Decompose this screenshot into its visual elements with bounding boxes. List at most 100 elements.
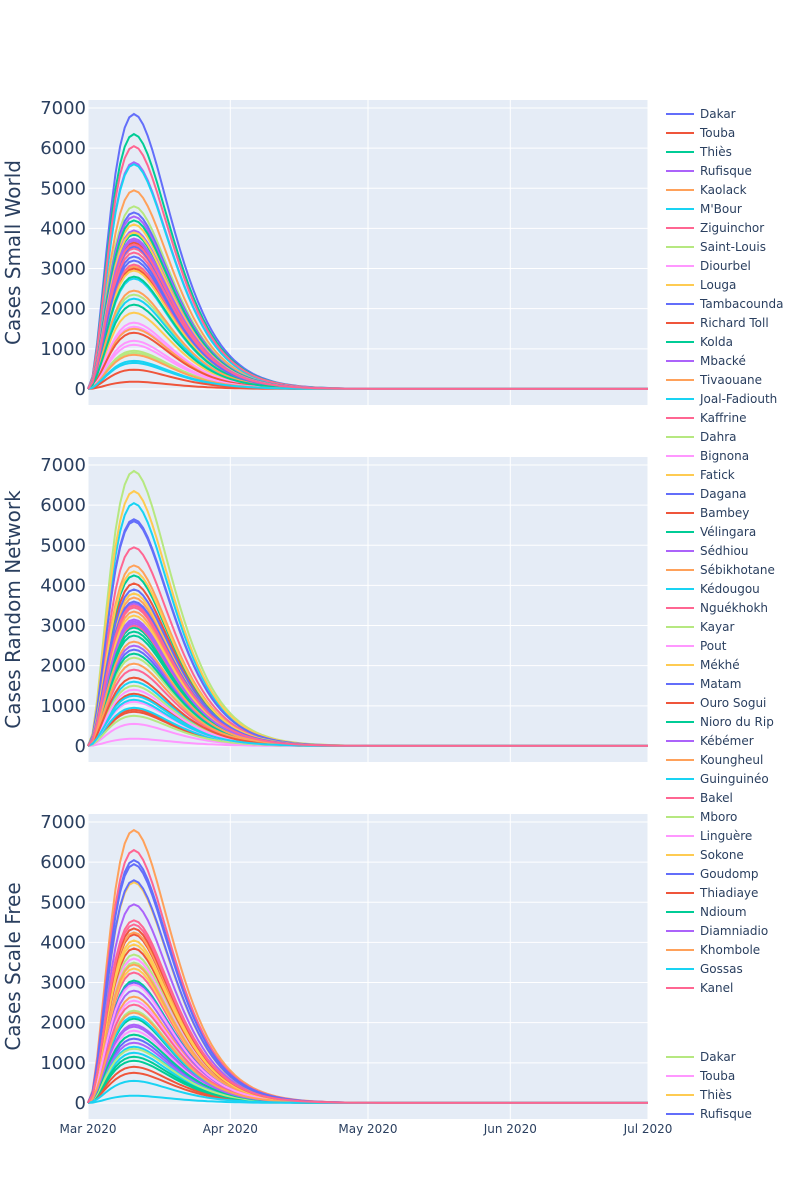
legend-label: Touba bbox=[699, 126, 735, 140]
legend-item: Kaolack bbox=[666, 183, 747, 197]
legend-label: Ouro Sogui bbox=[700, 696, 766, 710]
legend-label: Nioro du Rip bbox=[700, 715, 774, 729]
legend-label: Sébikhotane bbox=[700, 563, 775, 577]
legend-label: Sokone bbox=[700, 848, 744, 862]
legend-item: Richard Toll bbox=[666, 316, 769, 330]
legend-label: Kaolack bbox=[700, 183, 747, 197]
legend-item: Guinguinéo bbox=[666, 772, 769, 786]
legend-label: Vélingara bbox=[700, 525, 756, 539]
legend-item: Pout bbox=[666, 639, 727, 653]
y-tick-label: 7000 bbox=[40, 455, 86, 476]
legend-label: Tivaouane bbox=[699, 373, 762, 387]
y-tick-label: 3000 bbox=[40, 259, 86, 280]
legend-label: Linguère bbox=[700, 829, 752, 843]
legend-item: Linguère bbox=[666, 829, 752, 843]
legend-label: Sédhiou bbox=[700, 544, 749, 558]
legend-item: Dahra bbox=[666, 430, 737, 444]
legend-item: M'Bour bbox=[666, 202, 742, 216]
legend-label: Thiadiaye bbox=[699, 886, 758, 900]
y-tick-label: 1000 bbox=[40, 696, 86, 717]
x-tick-label: May 2020 bbox=[338, 1122, 397, 1136]
y-tick-label: 6000 bbox=[40, 138, 86, 159]
legend-label: Bakel bbox=[700, 791, 733, 805]
legend-label: Kaffrine bbox=[700, 411, 747, 425]
legend-label: Koungheul bbox=[700, 753, 763, 767]
y-tick-label: 0 bbox=[75, 379, 86, 400]
legend-label: Goudomp bbox=[700, 867, 759, 881]
legend-label: Diamniadio bbox=[700, 924, 768, 938]
y-tick-label: 0 bbox=[75, 1093, 86, 1114]
y-tick-label: 2000 bbox=[40, 1013, 86, 1034]
legend-label: Matam bbox=[700, 677, 741, 691]
chart-panel-3: 0 1000 2000 3000 4000 5000 6000 7000 Cases Scale… bbox=[1, 812, 649, 1119]
legend-item: Kayar bbox=[666, 620, 734, 634]
legend-item: Kolda bbox=[666, 335, 733, 349]
legend-item: Saint-Louis bbox=[666, 240, 766, 254]
x-tick-label: Apr 2020 bbox=[203, 1122, 258, 1136]
y-tick-label: 0 bbox=[75, 736, 86, 757]
legend-item: Rufisque bbox=[666, 164, 752, 178]
legend-label: Kolda bbox=[700, 335, 733, 349]
legend-item: Dakar bbox=[666, 1050, 736, 1064]
legend-item: Rufisque bbox=[666, 1107, 752, 1121]
legend-label: Bignona bbox=[700, 449, 749, 463]
legend-item: Vélingara bbox=[666, 525, 756, 539]
legend-label: Dakar bbox=[700, 1050, 736, 1064]
legend-label: Khombole bbox=[700, 943, 760, 957]
legend-label: Fatick bbox=[700, 468, 735, 482]
legend-label: Mékhé bbox=[700, 658, 740, 672]
legend-item: Mboro bbox=[666, 810, 737, 824]
legend-item: Tivaouane bbox=[666, 373, 762, 387]
y-tick-label: 7000 bbox=[40, 812, 86, 833]
legend-label: Dagana bbox=[700, 487, 747, 501]
legend-label: Kayar bbox=[700, 620, 734, 634]
legend-label: Guinguinéo bbox=[700, 772, 769, 786]
legend-item: Dagana bbox=[666, 487, 747, 501]
legend-label: Saint-Louis bbox=[700, 240, 766, 254]
y-axis-title: Cases Random Network bbox=[1, 490, 25, 729]
y-tick-label: 1000 bbox=[40, 1053, 86, 1074]
y-tick-label: 5000 bbox=[40, 178, 86, 199]
legend-item: Touba bbox=[666, 1069, 735, 1083]
legend-item: Touba bbox=[666, 126, 735, 140]
legend-item: Kanel bbox=[666, 981, 733, 995]
y-tick-label: 3000 bbox=[40, 973, 86, 994]
chart-panel-1: 0 1000 2000 3000 4000 5000 6000 7000 Cases Small… bbox=[1, 98, 649, 405]
legend-label: Gossas bbox=[700, 962, 743, 976]
legend-label: Ndioum bbox=[700, 905, 747, 919]
legend-label: Rufisque bbox=[700, 1107, 752, 1121]
legend-item: Koungheul bbox=[666, 753, 763, 767]
legend-label: Dahra bbox=[700, 430, 737, 444]
legend-item: Bakel bbox=[666, 791, 733, 805]
y-axis-title: Cases Small World bbox=[1, 160, 25, 345]
y-tick-label: 4000 bbox=[40, 218, 86, 239]
legend-label: Thiès bbox=[699, 145, 732, 159]
legend-item: Kaffrine bbox=[666, 411, 747, 425]
legend-label: Nguékhokh bbox=[700, 601, 768, 615]
legend-item: Ouro Sogui bbox=[666, 696, 766, 710]
y-tick-label: 7000 bbox=[40, 98, 86, 119]
y-tick-label: 1000 bbox=[40, 339, 86, 360]
legend-item: Ndioum bbox=[666, 905, 747, 919]
y-tick-label: 2000 bbox=[40, 656, 86, 677]
legend-item: Kébémer bbox=[666, 734, 754, 748]
legend-item: Sébikhotane bbox=[666, 563, 775, 577]
legend-item: Mbacké bbox=[666, 354, 746, 368]
legend-item: Diourbel bbox=[666, 259, 751, 273]
legend-item: Bignona bbox=[666, 449, 749, 463]
legend-item: Joal-Fadiouth bbox=[666, 392, 777, 406]
legend-item: Sokone bbox=[666, 848, 744, 862]
legend-label: Kédougou bbox=[700, 582, 760, 596]
legend-label: Joal-Fadiouth bbox=[699, 392, 777, 406]
y-tick-label: 6000 bbox=[40, 495, 86, 516]
series-group bbox=[87, 112, 648, 390]
y-tick-label: 6000 bbox=[40, 852, 86, 873]
legend-item: Fatick bbox=[666, 468, 735, 482]
legend-item: Ziguinchor bbox=[666, 221, 764, 235]
legend-item: Tambacounda bbox=[666, 297, 783, 311]
series-line-47 bbox=[87, 923, 648, 1104]
legend-item: Gossas bbox=[666, 962, 743, 976]
legend-item: Goudomp bbox=[666, 867, 759, 881]
series-group bbox=[87, 469, 648, 747]
